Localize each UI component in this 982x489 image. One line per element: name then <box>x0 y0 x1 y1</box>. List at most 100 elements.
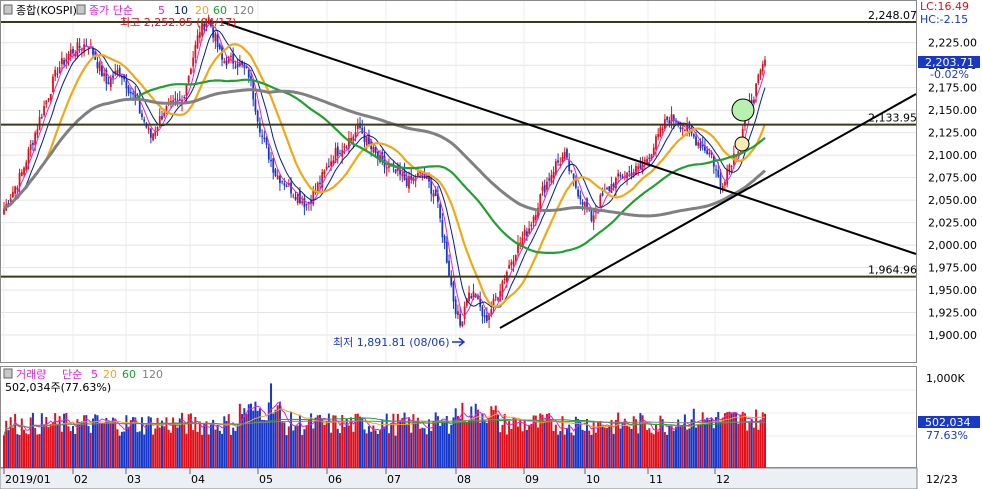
candle-body <box>650 154 653 161</box>
volume-bar <box>528 425 531 468</box>
volume-bar <box>23 429 26 468</box>
volume-bar <box>16 434 19 468</box>
candle-body <box>710 152 713 155</box>
down-trendline[interactable] <box>221 21 917 255</box>
candle-body <box>7 202 10 205</box>
volume-bar <box>263 419 266 468</box>
highlight-circle[interactable] <box>731 98 755 122</box>
volume-bar <box>194 417 197 468</box>
candle-body <box>561 157 564 163</box>
candle-body <box>761 64 764 72</box>
volume-bar <box>428 419 431 468</box>
volume-bar <box>361 417 364 468</box>
volume-bar <box>3 435 5 468</box>
candle-body <box>27 149 30 163</box>
candle-body <box>187 76 190 83</box>
candle-body <box>508 265 511 269</box>
candle-body <box>38 117 41 130</box>
volume-bar <box>568 424 571 468</box>
candle-body <box>735 155 737 158</box>
volume-bar <box>674 426 677 468</box>
candle-body <box>461 321 464 326</box>
volume-bar <box>65 412 68 468</box>
candle-body <box>615 177 617 189</box>
candle-body <box>161 116 163 120</box>
ma-20-line <box>3 43 767 308</box>
volume-bar <box>657 431 660 468</box>
candle-body <box>270 159 272 162</box>
volume-bar <box>410 432 413 468</box>
volume-bar <box>617 412 620 468</box>
current-volume-pct: 77.63% <box>926 429 968 442</box>
volume-bar <box>318 414 321 468</box>
volume-bar <box>203 423 206 468</box>
candle-body <box>514 255 517 261</box>
volume-bar <box>174 422 177 468</box>
candle-body <box>332 160 335 165</box>
price-panel <box>0 0 917 363</box>
candle-body <box>169 100 172 102</box>
volume-bar <box>116 429 119 468</box>
volume-bar <box>741 411 744 468</box>
volume-bar <box>554 424 557 468</box>
candle-body <box>323 170 326 175</box>
high-label: 최고 2,252.05 (04/17) <box>120 16 237 29</box>
candle-body <box>468 292 470 301</box>
candle-body <box>74 53 77 57</box>
volume-bar <box>590 434 593 468</box>
candle-body <box>421 173 424 175</box>
up-trendline[interactable] <box>499 93 917 329</box>
volume-bar <box>359 416 362 468</box>
volume-bar <box>376 434 379 468</box>
candle-body <box>388 166 390 168</box>
volume-bar <box>565 427 568 468</box>
volume-bar <box>641 415 644 468</box>
candle-body <box>227 57 230 63</box>
candle-body <box>112 75 114 78</box>
volume-bar <box>712 428 715 468</box>
volume-bar <box>456 416 459 468</box>
candle-body <box>724 181 726 186</box>
volume-bar <box>583 430 586 468</box>
highlight-circle-small[interactable] <box>734 136 750 152</box>
time-tick-label: 06 <box>328 473 342 486</box>
candle-body <box>65 58 68 62</box>
volume-bar <box>750 418 753 468</box>
candle-body <box>572 173 575 179</box>
volume-bar <box>430 430 433 468</box>
candle-body <box>403 170 406 180</box>
volume-ma-5-label: 5 <box>91 368 98 381</box>
candle-body <box>623 176 626 178</box>
volume-bar <box>78 422 81 468</box>
volume-bar <box>160 420 163 468</box>
low-arrow-icon <box>452 337 466 347</box>
current-volume: 502,034 <box>925 416 971 429</box>
candle-body <box>450 276 453 286</box>
candle-body <box>372 147 375 153</box>
reference-line-label: 2,133.95 <box>868 112 917 125</box>
candle-body <box>92 47 94 55</box>
candle-body <box>681 127 684 130</box>
candle-body <box>376 151 379 159</box>
candle-body <box>72 48 74 54</box>
volume-bar <box>697 424 700 468</box>
volume-bar <box>759 419 762 468</box>
candle-body <box>196 35 199 48</box>
candle-body <box>301 201 304 204</box>
volume-bar <box>488 417 491 468</box>
volume-bar <box>283 422 286 468</box>
volume-bar <box>719 421 722 468</box>
reference-line-label: 2,248.07 <box>868 9 917 22</box>
price-tick-label: 1,975.00 <box>928 262 977 275</box>
candle-body <box>16 187 19 190</box>
volume-ma-label: 단순 <box>62 368 82 381</box>
candle-body <box>425 175 428 180</box>
volume-bar <box>123 431 126 468</box>
volume-bar <box>338 433 341 468</box>
volume-bar <box>56 423 59 468</box>
candle-body <box>485 314 488 322</box>
ma-10-line <box>3 29 766 308</box>
candle-body <box>548 178 551 181</box>
volume-bar <box>216 424 219 468</box>
